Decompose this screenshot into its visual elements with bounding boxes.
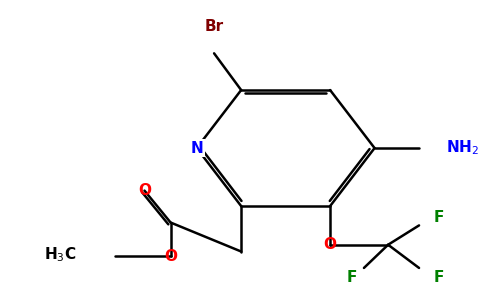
Text: F: F <box>433 270 443 285</box>
Text: NH$_2$: NH$_2$ <box>446 139 479 158</box>
Text: N: N <box>190 141 203 156</box>
Text: F: F <box>433 210 443 225</box>
Text: O: O <box>164 249 177 264</box>
Text: H$_3$C: H$_3$C <box>45 245 77 264</box>
Text: F: F <box>346 270 357 285</box>
Text: Br: Br <box>205 19 224 34</box>
Text: O: O <box>324 237 336 252</box>
Text: O: O <box>138 183 151 198</box>
